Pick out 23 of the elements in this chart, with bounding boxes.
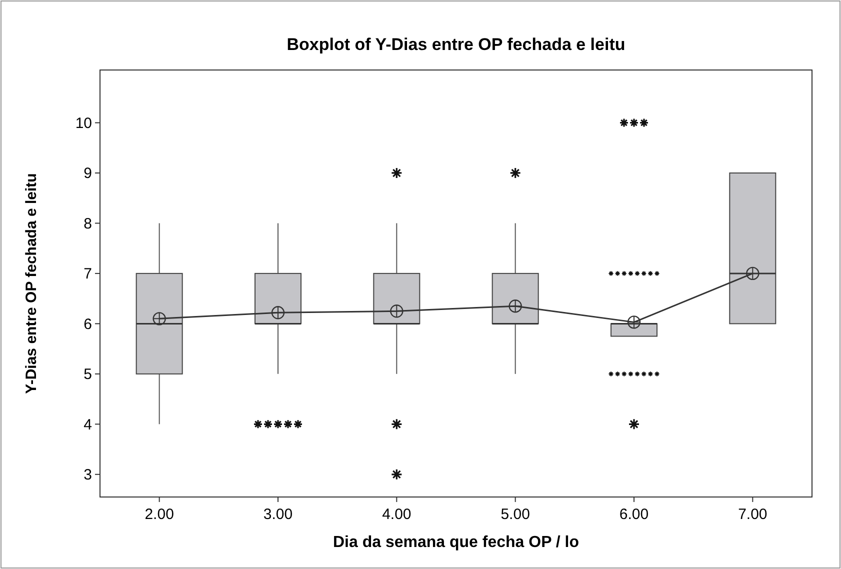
x-tick-label: 7.00 bbox=[738, 506, 768, 523]
y-tick-label: 10 bbox=[75, 114, 92, 132]
y-tick-label: 9 bbox=[84, 165, 92, 182]
x-tick-label: 2.00 bbox=[144, 506, 174, 523]
chart-title: Boxplot of Y-Dias entre OP fechada e leitu bbox=[286, 35, 626, 54]
y-tick-label: 6 bbox=[84, 316, 92, 333]
x-tick-label: 6.00 bbox=[619, 506, 649, 523]
y-tick-label: 7 bbox=[84, 266, 92, 283]
y-tick-label: 5 bbox=[84, 366, 92, 384]
y-axis-title: Y-Dias entre OP fechada e leitu bbox=[23, 173, 40, 394]
point bbox=[390, 304, 404, 318]
x-tick-label: 3.00 bbox=[263, 506, 293, 523]
point bbox=[746, 266, 760, 280]
y-tick-label: 4 bbox=[84, 416, 92, 434]
point bbox=[152, 312, 166, 326]
x-tick-label: 5.00 bbox=[500, 506, 530, 523]
point bbox=[627, 316, 641, 329]
point bbox=[508, 300, 522, 313]
y-tick-label: 8 bbox=[84, 215, 92, 232]
x-axis-title: Dia da semana que fecha OP / lo bbox=[332, 534, 580, 551]
x-tick-label: 4.00 bbox=[382, 506, 412, 523]
y-tick-label: 3 bbox=[84, 466, 92, 484]
point bbox=[271, 306, 285, 320]
